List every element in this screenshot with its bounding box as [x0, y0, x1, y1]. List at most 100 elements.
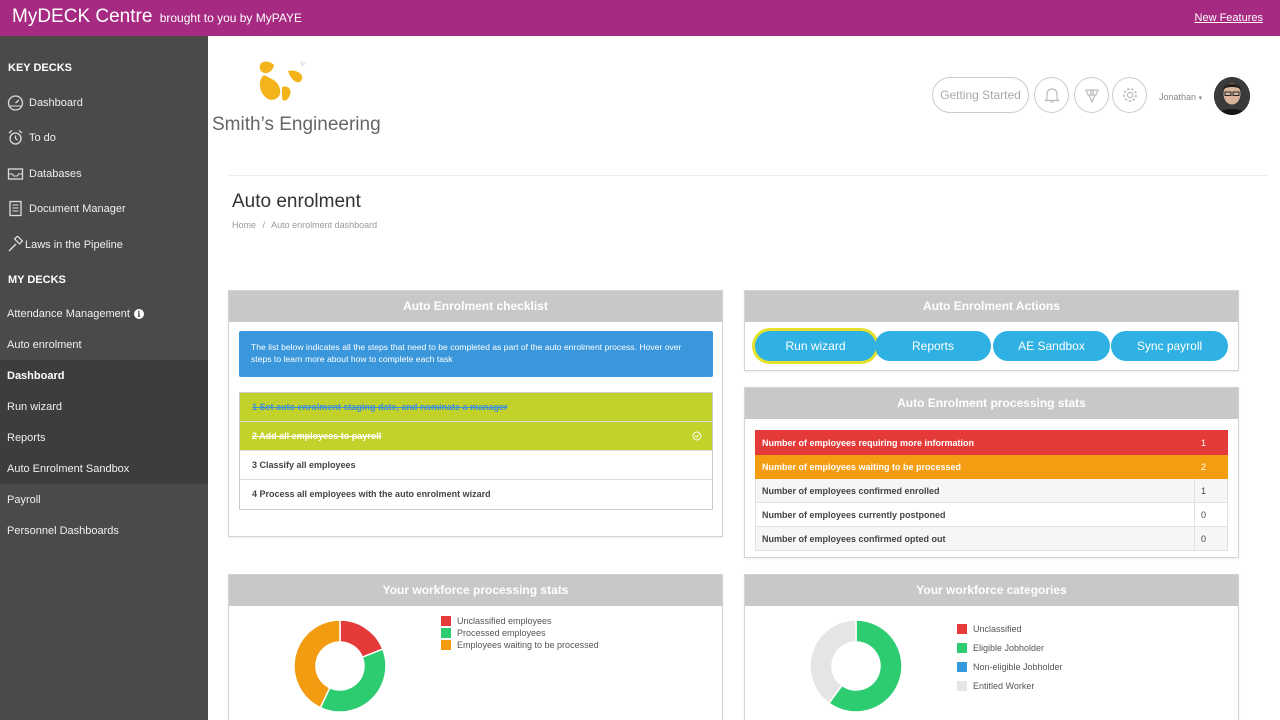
checklist-step-label: 3 Classify all employees	[252, 460, 356, 470]
stat-label: Number of employees currently postponed	[755, 502, 1195, 527]
checklist-step[interactable]: 3 Classify all employees	[240, 451, 712, 480]
legend-label: Eligible Jobholder	[973, 642, 1045, 653]
sidebar-item-databases[interactable]: Databases	[0, 158, 208, 189]
processing-stats-table: Number of employees requiring more infor…	[755, 430, 1228, 551]
sidebar-item-label: Payroll	[7, 493, 41, 506]
sidebar-item-run-wizard[interactable]: Run wizard	[0, 391, 208, 422]
sidebar-item-label: Auto Enrolment Sandbox	[7, 462, 130, 475]
sidebar-item-label: Dashboard	[29, 96, 83, 109]
stat-label: Number of employees confirmed enrolled	[755, 478, 1195, 503]
sidebar-item-dashboard[interactable]: Dashboard	[0, 87, 208, 118]
breadcrumb: Home / Auto enrolment dashboard	[232, 220, 377, 230]
sidebar-item-label: Reports	[7, 431, 46, 444]
sidebar-item-label: Dashboard	[7, 369, 65, 382]
notifications-button[interactable]	[1034, 77, 1069, 113]
workforce-categories-legend: Unclassified Eligible Jobholder Non-elig…	[957, 619, 1063, 695]
stat-value: 2	[1194, 454, 1228, 479]
legend-swatch	[441, 616, 451, 626]
sidebar-item-auto-enrolment[interactable]: Auto enrolment	[0, 329, 208, 360]
sidebar-item-document-manager[interactable]: Document Manager	[0, 193, 208, 224]
sidebar-item-label: Personnel Dashboards	[7, 524, 119, 537]
inbox-tray-icon	[7, 165, 24, 182]
table-row[interactable]: Number of employees confirmed opted out …	[755, 526, 1228, 551]
sync-payroll-button[interactable]: Sync payroll	[1111, 331, 1228, 361]
sidebar-item-label: Attendance Management	[7, 307, 130, 320]
workforce-stats-panel: Your workforce processing stats Unclassi…	[228, 574, 723, 720]
workforce-stats-legend: Unclassified employees Processed employe…	[441, 615, 599, 651]
getting-started-button[interactable]: Getting Started	[932, 77, 1029, 113]
top-bar: MyDECK Centre brought to you by MyPAYE N…	[0, 0, 1280, 36]
sidebar-item-ae-sandbox[interactable]: Auto Enrolment Sandbox	[0, 453, 208, 484]
sidebar-item-label: Databases	[29, 167, 82, 180]
breadcrumb-separator: /	[262, 220, 266, 230]
workforce-stats-donut[interactable]	[285, 611, 395, 720]
donut-slice[interactable]	[809, 619, 857, 705]
workforce-stats-title: Your workforce processing stats	[229, 575, 722, 606]
legend-label: Processed employees	[457, 628, 546, 638]
processing-stats-title: Auto Enrolment processing stats	[745, 388, 1238, 419]
checklist-step[interactable]: 2 Add all employees to payroll	[240, 422, 712, 451]
donut-slice[interactable]	[827, 619, 903, 713]
speedometer-icon	[7, 94, 24, 111]
sidebar-item-attendance-management[interactable]: Attendance Management i	[0, 298, 208, 329]
company-logo	[212, 57, 362, 137]
key-decks-heading: KEY DECKS	[8, 62, 72, 74]
company-name: Smith’s Engineering	[212, 114, 381, 135]
ae-sandbox-button[interactable]: AE Sandbox	[993, 331, 1110, 361]
stat-label: Number of employees requiring more infor…	[755, 430, 1195, 455]
sidebar-item-laws-pipeline[interactable]: Laws in the Pipeline	[0, 229, 208, 260]
checklist-step-label: 2 Add all employees to payroll	[252, 431, 382, 441]
check-circle-icon	[692, 422, 702, 451]
sidebar-item-payroll[interactable]: Payroll	[0, 484, 208, 515]
avatar[interactable]	[1214, 77, 1250, 115]
app-brand-subtitle: brought to you by MyPAYE	[159, 11, 302, 25]
app-brand-title: MyDECK Centre	[12, 6, 153, 27]
checklist-info-box: The list below indicates all the steps t…	[239, 331, 713, 377]
table-row[interactable]: Number of employees currently postponed …	[755, 502, 1228, 527]
stat-value: 0	[1194, 502, 1228, 527]
table-row[interactable]: Number of employees waiting to be proces…	[755, 454, 1228, 479]
sidebar-item-label: To do	[29, 131, 56, 144]
sidebar-item-ae-dashboard[interactable]: Dashboard	[0, 360, 208, 391]
legend-swatch	[441, 628, 451, 638]
sidebar-item-personnel-dashboards[interactable]: Personnel Dashboards	[0, 515, 208, 546]
legend-label: Employees waiting to be processed	[457, 640, 599, 650]
user-menu[interactable]: Jonathan ▾	[1159, 92, 1202, 102]
donut-slice[interactable]	[319, 648, 387, 713]
sidebar-item-todo[interactable]: To do	[0, 122, 208, 153]
checklist-title: Auto Enrolment checklist	[229, 291, 722, 322]
stat-label: Number of employees waiting to be proces…	[755, 454, 1195, 479]
reports-button[interactable]: Reports	[875, 331, 991, 361]
alarm-clock-icon	[7, 129, 24, 146]
breadcrumb-current: Auto enrolment dashboard	[271, 220, 378, 230]
info-icon[interactable]: i	[133, 308, 144, 319]
run-wizard-button[interactable]: Run wizard	[755, 331, 876, 361]
checklist-step-label: 4 Process all employees with the auto en…	[252, 489, 491, 499]
awards-button[interactable]	[1074, 77, 1109, 113]
settings-gear-icon	[1123, 88, 1137, 102]
breadcrumb-home[interactable]: Home	[232, 220, 257, 230]
donut-slice[interactable]	[293, 619, 341, 709]
my-decks-heading: MY DECKS	[8, 274, 66, 286]
app-brand[interactable]: MyDECK Centre brought to you by MyPAYE	[12, 6, 302, 28]
user-name: Jonathan	[1159, 92, 1197, 102]
document-icon	[7, 200, 24, 217]
checklist-panel: Auto Enrolment checklist The list below …	[228, 290, 723, 537]
processing-stats-panel: Auto Enrolment processing stats Number o…	[744, 387, 1239, 558]
legend-label: Entitled Worker	[973, 680, 1035, 691]
settings-button[interactable]	[1112, 77, 1147, 113]
chevron-down-icon: ▾	[1198, 95, 1203, 102]
checklist: 1 Set auto enrolment staging date, and n…	[239, 392, 713, 510]
legend-label: Unclassified employees	[457, 616, 552, 626]
table-row[interactable]: Number of employees requiring more infor…	[755, 430, 1228, 455]
checklist-step[interactable]: 1 Set auto enrolment staging date, and n…	[240, 393, 712, 422]
table-row[interactable]: Number of employees confirmed enrolled 1	[755, 478, 1228, 503]
page-title: Auto enrolment	[232, 191, 361, 212]
legend-label: Non-eligible Jobholder	[973, 661, 1063, 672]
workforce-categories-panel: Your workforce categories Unclassified E…	[744, 574, 1239, 720]
workforce-categories-donut[interactable]	[801, 611, 911, 720]
new-features-link[interactable]: New Features	[1194, 12, 1263, 24]
sidebar-item-reports[interactable]: Reports	[0, 422, 208, 453]
sidebar-item-label: Document Manager	[29, 202, 126, 215]
checklist-step[interactable]: 4 Process all employees with the auto en…	[240, 480, 712, 509]
